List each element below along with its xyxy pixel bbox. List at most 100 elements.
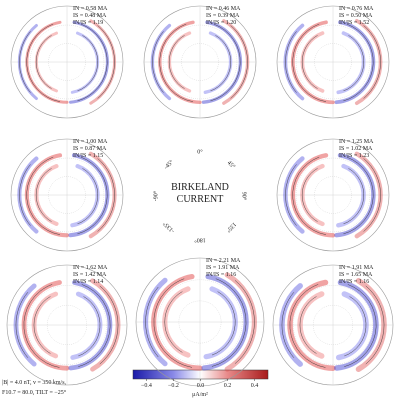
colorbar-tick-label: −0.2 [168,383,179,389]
footnote: |B| = 4.0 nT, v = 350 km/s, [2,380,67,386]
panel-label: IS = 0.50 MA [339,13,373,19]
contour [19,31,31,93]
panel-label: IN/IS = 1.16 [339,279,369,285]
current-band [68,280,113,371]
contour [97,25,115,99]
angle-label: -45° [163,158,176,171]
current-band [70,31,100,94]
contour [292,23,327,102]
panel-label: IS = 0.39 MA [206,13,240,19]
panel-label: IN/IS = 1.23 [339,153,369,159]
contour [299,296,317,354]
contour [26,23,61,102]
current-band [336,163,366,228]
footnote: F10.7 = 80.0, TILT = −25° [2,389,67,396]
panel-label: IN/IS = 1.19 [73,20,103,26]
contour [285,164,297,226]
panel-label: IN = 2.21 MA [206,258,241,264]
contour [153,278,193,368]
contour [77,23,108,102]
contour [301,35,318,89]
panel-label: IN = 0.76 MA [339,6,374,12]
panel-label: IS = 1.02 MA [339,146,373,152]
colorbar-tick-label: 0.2 [224,383,232,389]
current-band [70,291,103,360]
panel-label: IN = 1.00 MA [73,139,108,145]
contour [78,296,101,357]
contour [363,25,381,99]
colorbar-tick-label: 0.4 [251,383,259,389]
contour [164,291,183,353]
angle-label: 180° [194,237,206,244]
contour [77,156,108,235]
contour [301,168,318,222]
current-band [335,291,369,361]
current-band [70,164,100,228]
contour [19,164,31,226]
colorbar-label: μA/m² [192,392,208,398]
contour [33,296,51,354]
panel-label: IN/IS = 1.16 [206,272,236,278]
contour [97,158,115,232]
panel-label: IN = 1.25 MA [339,139,374,145]
contour [210,23,241,102]
panel-label: IS = 1.91 MA [206,265,240,271]
angle-label: -90° [152,190,159,201]
current-band [151,274,203,371]
contour [23,284,60,368]
panel-label: IS = 0.48 MA [73,13,107,19]
angle-label: -135° [161,220,176,235]
contour [344,296,367,357]
contour [365,285,385,365]
contour [343,23,374,102]
angle-label: 90° [241,192,248,201]
panel-label: IN = 1.91 MA [339,265,374,271]
panel-label: IS = 0.87 MA [73,146,107,152]
contour [77,168,98,225]
contour [230,25,248,99]
contour [344,284,377,367]
contour [292,156,327,235]
current-band [21,280,70,371]
contour [343,156,374,235]
current-band [203,286,238,360]
center-title: CURRENT [177,194,224,205]
contour [343,168,364,225]
contour [343,35,364,92]
colorbar [132,369,269,380]
contour [152,31,164,93]
panel-label: IN/IS = 1.52 [339,20,369,26]
contour [285,31,297,93]
current-band [334,279,379,371]
angle-label: 0° [197,148,203,155]
contour [145,286,159,358]
angle-label: 45° [226,159,237,170]
current-band [24,153,70,238]
panel-label: IN/IS = 1.20 [206,20,236,26]
colorbar-tick-label: 0.0 [197,383,205,389]
panel-label: IN/IS = 1.14 [73,279,103,285]
contour [15,292,29,358]
contour [211,291,236,356]
current-band [290,20,335,105]
current-band [287,279,336,371]
contour [211,278,247,367]
contour [78,284,111,367]
contour [281,292,295,358]
contour [159,23,194,102]
angle-label: 135° [224,221,237,234]
contour [363,158,381,232]
contour [289,284,326,368]
current-band [158,20,202,104]
contour [35,35,52,89]
panel-label: IN/IS = 1.15 [73,153,103,159]
panel-label: IS = 1.65 MA [339,272,373,278]
contour [26,156,61,235]
center-title: BIRKELAND [171,182,229,193]
